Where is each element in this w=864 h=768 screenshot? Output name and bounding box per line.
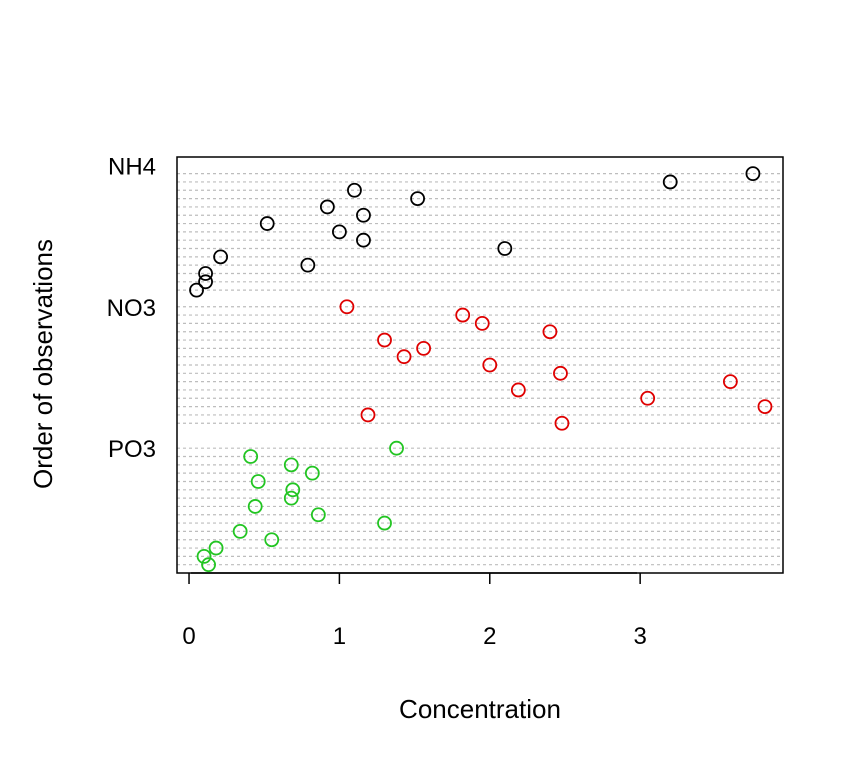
point-po3	[283, 457, 299, 473]
point-no3	[640, 390, 656, 406]
point-nh4	[497, 241, 513, 256]
point-nh4	[745, 166, 761, 182]
grid-lines	[177, 173, 783, 566]
point-no3	[482, 357, 498, 373]
point-nh4	[259, 216, 275, 231]
point-po3	[232, 524, 248, 539]
x-tick-label: 1	[333, 623, 346, 650]
point-no3	[455, 307, 471, 323]
point-nh4	[198, 274, 213, 290]
point-no3	[554, 415, 570, 431]
point-po3	[389, 440, 404, 456]
point-po3	[310, 507, 326, 523]
point-po3	[304, 465, 320, 481]
point-nh4	[662, 174, 678, 190]
point-nh4	[213, 249, 229, 265]
point-no3	[722, 374, 738, 390]
point-no3	[474, 315, 490, 331]
point-nh4	[410, 191, 425, 207]
point-po3	[196, 548, 212, 564]
group-label-nh4: NH4	[108, 153, 156, 180]
x-axis-label: Concentration	[399, 694, 561, 724]
point-nh4	[356, 207, 371, 223]
point-po3	[283, 490, 299, 506]
x-axis: 0 1 2 3	[182, 572, 647, 650]
point-po3	[208, 540, 224, 556]
point-nh4	[300, 257, 316, 273]
x-tick-label: 3	[633, 623, 646, 650]
point-po3	[243, 449, 259, 464]
point-nh4	[319, 199, 335, 215]
point-po3	[250, 474, 266, 489]
point-no3	[542, 324, 558, 340]
x-ticks: 0 1 2 3	[182, 573, 647, 650]
group-label-no3: NO3	[107, 295, 156, 322]
point-po3	[285, 482, 301, 498]
point-no3	[360, 407, 376, 423]
point-no3	[416, 340, 432, 356]
point-no3	[377, 332, 392, 348]
point-nh4	[347, 182, 362, 198]
group-label-po3: PO3	[108, 436, 156, 463]
point-no3	[339, 299, 355, 315]
point-no3	[510, 382, 526, 398]
data-points	[189, 166, 773, 573]
group-labels: NH4 NO3 PO3	[107, 153, 156, 463]
point-nh4	[189, 282, 204, 298]
point-no3	[396, 349, 412, 365]
point-nh4	[332, 224, 347, 240]
point-po3	[247, 499, 263, 514]
point-nh4	[198, 266, 213, 281]
point-po3	[264, 532, 280, 548]
point-no3	[757, 399, 773, 415]
x-tick-label: 0	[182, 623, 195, 650]
point-no3	[553, 365, 568, 381]
point-po3	[201, 557, 216, 573]
point-nh4	[356, 232, 371, 248]
point-po3	[377, 515, 392, 531]
y-axis-label: Order of observations	[28, 239, 58, 489]
x-tick-label: 2	[483, 623, 496, 650]
